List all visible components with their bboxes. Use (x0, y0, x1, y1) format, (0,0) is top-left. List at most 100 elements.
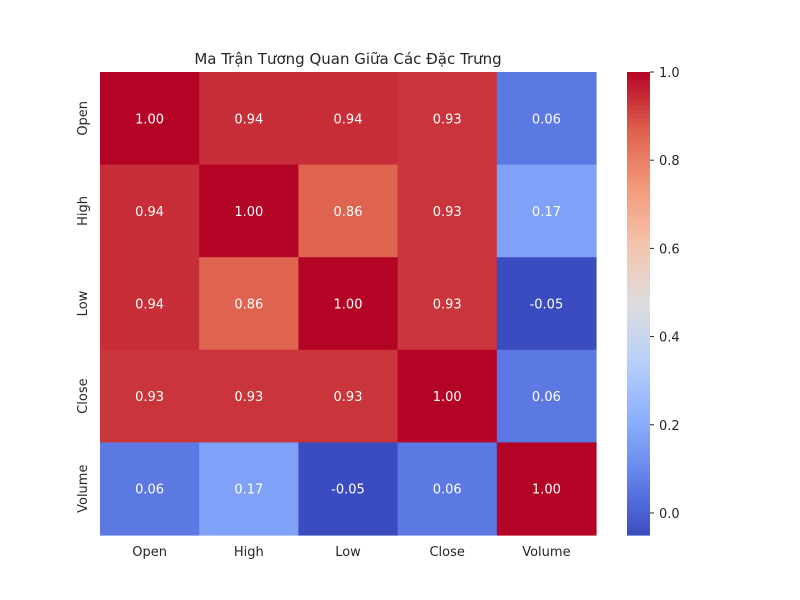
colorbar-segment (627, 459, 650, 465)
x-tick-label: Close (429, 545, 464, 560)
colorbar-segment (627, 492, 650, 498)
colorbar-segment (627, 320, 650, 326)
colorbar-segment (627, 185, 650, 191)
colorbar-segment (627, 509, 650, 515)
cell-annotation: 0.06 (135, 483, 164, 498)
colorbar-segment (627, 248, 650, 254)
colorbar-segment (627, 438, 650, 443)
heatmap-cell (199, 442, 299, 536)
colorbar-segment (627, 84, 650, 90)
colorbar-segment (627, 476, 650, 481)
cell-annotation: 0.17 (234, 483, 263, 498)
colorbar-segment (627, 396, 650, 401)
colorbar-segment (627, 97, 650, 103)
colorbar-segment (627, 202, 650, 208)
cell-annotation: 0.06 (433, 483, 462, 498)
colorbar-segment (627, 88, 650, 94)
colorbar-segment (627, 522, 650, 528)
heatmap-cell (199, 349, 299, 443)
colorbar-segment (627, 429, 650, 435)
colorbar-tick-label: 0.0 (659, 507, 680, 522)
heatmap-cell (298, 164, 399, 258)
colorbar-segment (627, 311, 650, 317)
colorbar-segment (627, 206, 650, 212)
colorbar-tick-label: 1.0 (659, 66, 680, 81)
cell-annotation: 1.00 (334, 298, 363, 313)
colorbar-segment (627, 442, 650, 448)
colorbar-segment (627, 408, 650, 414)
colorbar-segment (627, 223, 650, 229)
colorbar-segment (627, 513, 650, 519)
x-tick-label: Low (335, 545, 361, 560)
heatmap-cell (100, 72, 200, 166)
colorbar-segment (627, 412, 650, 418)
colorbar-segment (627, 530, 650, 536)
colorbar-segment (627, 484, 650, 490)
colorbar-segment (627, 278, 650, 284)
cell-annotation: 1.00 (135, 112, 164, 127)
colorbar-segment (627, 189, 650, 195)
colorbar-segment (627, 261, 650, 267)
colorbar-segment (627, 147, 650, 153)
colorbar-segment (627, 341, 650, 347)
colorbar-segment (627, 387, 650, 393)
heatmap-cell (496, 257, 597, 351)
colorbar-segment (627, 480, 650, 486)
heatmap-cell (397, 442, 498, 536)
colorbar-segment (627, 467, 650, 473)
heatmap-cell (397, 349, 498, 443)
colorbar-segment (627, 93, 650, 98)
colorbar-segment (627, 455, 650, 460)
colorbar-segment (627, 114, 650, 119)
cell-annotation: 0.93 (334, 390, 363, 405)
heatmap-cells (100, 72, 597, 536)
y-tick-label: Close (76, 378, 91, 413)
cell-annotation: 1.00 (532, 483, 561, 498)
cell-annotation: 0.86 (334, 205, 363, 220)
heatmap-cell (199, 257, 299, 351)
heatmap-cell (496, 442, 597, 536)
colorbar: 0.0 0.2 0.4 0.6 0.8 1.0 (627, 66, 680, 536)
colorbar-segment (627, 299, 650, 305)
colorbar-segment (627, 80, 650, 86)
cell-annotation: 0.94 (135, 298, 164, 313)
colorbar-segment (627, 446, 650, 452)
colorbar-segment (627, 337, 650, 342)
colorbar-segment (627, 72, 650, 77)
colorbar-segment (627, 76, 650, 82)
x-tick-labels: Open High Low Close Volume (132, 545, 570, 560)
heatmap-cell (397, 72, 498, 166)
colorbar-segment (627, 488, 650, 494)
cell-annotation: 0.93 (433, 112, 462, 127)
y-tick-label: High (76, 196, 91, 226)
colorbar-segment (627, 244, 650, 250)
heatmap-cell (397, 257, 498, 351)
colorbar-segment (627, 210, 650, 216)
colorbar-segment (627, 345, 650, 351)
cell-annotation: 0.86 (234, 298, 263, 313)
colorbar-segment (627, 282, 650, 288)
colorbar-segment (627, 257, 650, 263)
cell-annotation: 0.93 (433, 205, 462, 220)
y-tick-label: Low (76, 290, 91, 316)
colorbar-segment (627, 303, 650, 309)
colorbar-segment (627, 160, 650, 166)
cell-annotation: 0.93 (433, 298, 462, 313)
colorbar-segment (627, 101, 650, 107)
x-tick-label: Open (132, 545, 167, 560)
colorbar-segment (627, 173, 650, 178)
colorbar-segment (627, 349, 650, 355)
colorbar-segment (627, 118, 650, 124)
colorbar-segment (627, 316, 650, 321)
heatmap-cell (298, 257, 399, 351)
y-tick-label: Open (76, 101, 91, 136)
colorbar-segment (627, 252, 650, 258)
cell-annotation: 0.93 (135, 390, 164, 405)
heatmap-cell (199, 164, 299, 258)
colorbar-segment (627, 265, 650, 271)
cell-annotation: -0.05 (331, 483, 365, 498)
colorbar-segment (627, 143, 650, 149)
cell-annotation: 0.17 (532, 205, 561, 220)
colorbar-segment (627, 450, 650, 456)
